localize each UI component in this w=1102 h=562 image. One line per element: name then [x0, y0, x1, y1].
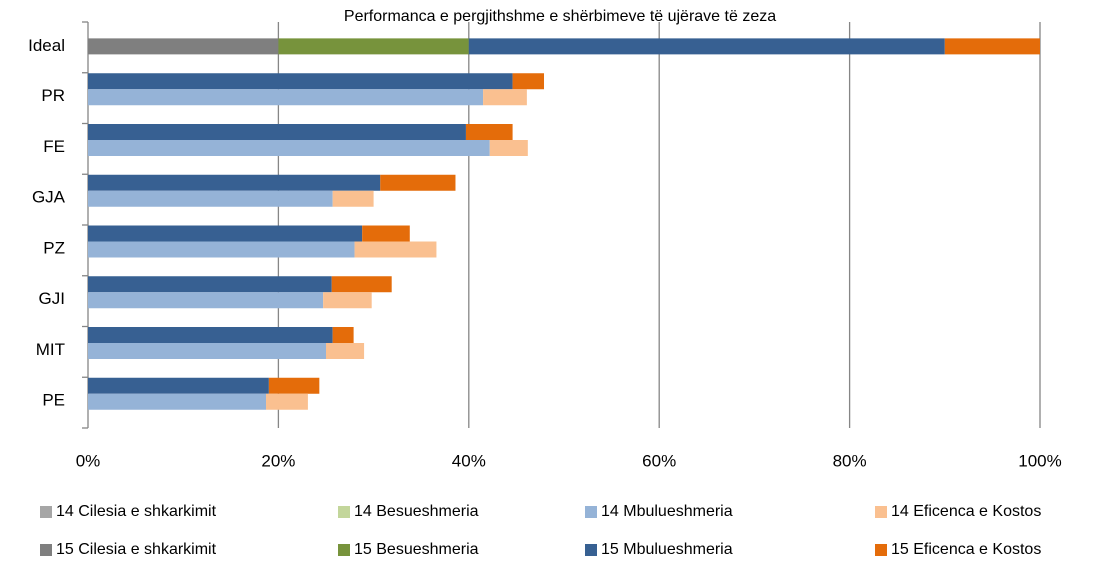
legend-swatch: [585, 506, 597, 518]
bar: [332, 327, 354, 343]
bar: [354, 241, 437, 258]
legend-label: 14 Eficenca e Kostos: [891, 503, 1041, 520]
y-tick-label: FE: [43, 137, 65, 156]
bar: [483, 89, 527, 106]
bar: [323, 292, 372, 309]
bar: [88, 174, 381, 191]
bar: [88, 225, 363, 242]
bar: [88, 393, 267, 410]
y-tick-label: PE: [42, 391, 65, 410]
y-tick-label: PZ: [43, 238, 65, 257]
x-tick-label: 20%: [261, 451, 295, 470]
bar: [332, 190, 374, 207]
legend-swatch: [875, 506, 887, 518]
bar: [88, 140, 490, 156]
bar: [88, 73, 513, 90]
bar: [88, 327, 333, 343]
bar: [362, 225, 410, 242]
legend-swatch: [585, 544, 597, 556]
bar: [326, 343, 365, 359]
legend-label: 15 Mbulueshmeria: [601, 541, 733, 558]
x-tick-label: 0%: [76, 451, 101, 470]
legend-swatch: [40, 544, 52, 556]
legend-swatch: [40, 506, 52, 518]
x-tick-label: 80%: [833, 451, 867, 470]
bar: [944, 38, 1040, 55]
legend-label: 15 Eficenca e Kostos: [891, 541, 1041, 558]
legend-label: 14 Mbulueshmeria: [601, 503, 733, 520]
x-tick-label: 40%: [452, 451, 486, 470]
legend-swatch: [338, 506, 350, 518]
bar: [88, 124, 466, 140]
bar: [88, 276, 332, 293]
x-tick-label: 100%: [1018, 451, 1061, 470]
bar: [468, 38, 945, 55]
bar: [88, 292, 324, 309]
bar: [88, 343, 326, 359]
bar: [380, 174, 456, 191]
chart-title: Performanca e pergjithshme e shërbimeve …: [344, 8, 776, 25]
legend-swatch: [875, 544, 887, 556]
legend-label: 15 Besueshmeria: [354, 541, 479, 558]
y-tick-label: Ideal: [28, 36, 65, 55]
bar: [88, 38, 279, 55]
bar: [88, 89, 484, 106]
bar: [331, 276, 392, 293]
legend-swatch: [338, 544, 350, 556]
y-tick-label: PR: [41, 86, 65, 105]
bar: [88, 241, 355, 258]
bar: [88, 190, 333, 207]
bar: [489, 140, 528, 156]
bar: [88, 377, 269, 394]
bar: [465, 124, 513, 140]
legend-label: 14 Besueshmeria: [354, 503, 479, 520]
legend-label: 15 Cilesia e shkarkimit: [56, 541, 217, 558]
legend-label: 14 Cilesia e shkarkimit: [56, 503, 217, 520]
bar: [268, 377, 320, 394]
x-tick-label: 60%: [642, 451, 676, 470]
y-tick-label: MIT: [36, 340, 65, 359]
y-tick-label: GJI: [39, 289, 65, 308]
y-tick-label: GJA: [32, 188, 66, 207]
bar: [266, 393, 308, 410]
bar: [512, 73, 545, 90]
bar: [278, 38, 469, 55]
